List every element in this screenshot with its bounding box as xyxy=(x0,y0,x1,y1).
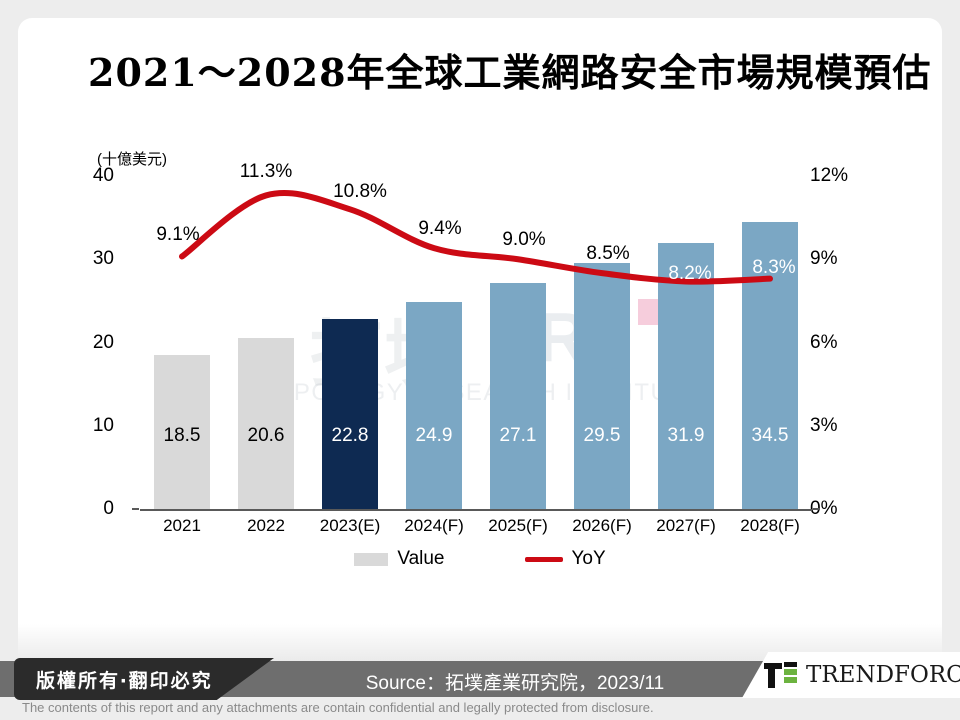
x-axis-label-2028(F): 2028(F) xyxy=(740,516,800,535)
trendforce-logo-text: TRENDFORCE xyxy=(806,662,960,688)
bar-value-label: 34.5 xyxy=(751,425,789,446)
y-axis-right-tick: 6% xyxy=(810,331,838,353)
x-axis-line xyxy=(140,509,812,511)
yoy-label-2026(F): 8.5% xyxy=(586,243,630,265)
disclaimer-text: The contents of this report and any atta… xyxy=(22,700,654,715)
yoy-label-2027(F): 8.2% xyxy=(668,263,712,285)
bar-2021[interactable]: 18.5 xyxy=(154,355,210,509)
yoy-label-2024(F): 9.4% xyxy=(418,218,462,240)
trendforce-logo: TRENDFORCE xyxy=(742,652,960,698)
axis-tick-mark xyxy=(132,508,139,510)
bar-2023(E)[interactable]: 22.8 xyxy=(322,319,378,509)
y-axis-right-tick: 0% xyxy=(810,498,838,519)
bar-value-label: 20.6 xyxy=(247,425,285,446)
copyright-text: 版權所有‧翻印必究 xyxy=(36,669,213,692)
x-axis-label-2022: 2022 xyxy=(247,516,285,535)
bar-2022[interactable]: 20.6 xyxy=(238,337,294,509)
page-title: 2021～2028年全球工業網路安全市場規模預估 xyxy=(88,50,932,95)
legend-label-yoy: YoY xyxy=(571,548,606,569)
legend-item-yoy[interactable]: YoY xyxy=(524,548,606,570)
bar-value-label: 22.8 xyxy=(331,425,369,446)
bar-2026(F)[interactable]: 29.5 xyxy=(574,263,630,509)
x-axis-label-2021: 2021 xyxy=(163,516,201,535)
y-axis-right-tick: 12% xyxy=(810,165,849,186)
x-axis-label-2024(F): 2024(F) xyxy=(404,516,464,535)
bar-value-label: 24.9 xyxy=(415,425,453,446)
axis-tick-mark xyxy=(813,508,820,510)
legend-item-value[interactable]: Value xyxy=(354,548,445,570)
legend-swatch-bar-icon xyxy=(354,552,389,566)
y-axis-left-tick: 30 xyxy=(92,248,114,270)
chart-legend: Value YoY xyxy=(0,548,960,570)
x-axis-label-2025(F): 2025(F) xyxy=(488,516,548,535)
y-axis-right-tick: 9% xyxy=(810,248,838,270)
yoy-label-2023(E): 10.8% xyxy=(333,181,387,203)
yoy-label-2028(F): 8.3% xyxy=(752,256,796,278)
y-axis-right-tick: 3% xyxy=(810,414,838,436)
legend-label-value: Value xyxy=(397,548,445,569)
x-axis-label-2026(F): 2026(F) xyxy=(572,516,632,535)
x-axis-label-2027(F): 2027(F) xyxy=(656,516,716,535)
yoy-label-2025(F): 9.0% xyxy=(502,229,546,251)
x-axis-label-2023(E): 2023(E) xyxy=(319,516,381,535)
bar-value-label: 18.5 xyxy=(163,425,201,446)
bar-2025(F)[interactable]: 27.1 xyxy=(490,283,546,509)
y-axis-left-tick: 10 xyxy=(92,414,114,436)
y-axis-left-tick: 40 xyxy=(92,165,114,186)
y-axis-unit-label: (十億美元) xyxy=(97,151,167,168)
bar-value-label: 29.5 xyxy=(583,425,621,446)
bar-value-label: 31.9 xyxy=(667,425,705,446)
trendforce-mark-icon xyxy=(764,661,798,689)
bar-2027(F)[interactable]: 31.9 xyxy=(658,243,714,509)
y-axis-left-tick: 0 xyxy=(103,498,114,519)
source-text: Source：拓墣產業研究院，2023/11 xyxy=(365,673,665,694)
y-axis-left-tick: 20 xyxy=(92,331,114,353)
bar-2024(F)[interactable]: 24.9 xyxy=(406,301,462,509)
copyright-banner: 版權所有‧翻印必究 xyxy=(14,658,274,700)
bar-value-label: 27.1 xyxy=(499,425,537,446)
legend-swatch-line-icon xyxy=(524,556,563,562)
plot-area: 18.5 20.6 22.8 24.9 27.1 29.5 31.9 34.5 xyxy=(140,176,812,509)
yoy-label-2021: 9.1% xyxy=(156,224,200,246)
yoy-label-2022: 11.3% xyxy=(239,161,293,183)
